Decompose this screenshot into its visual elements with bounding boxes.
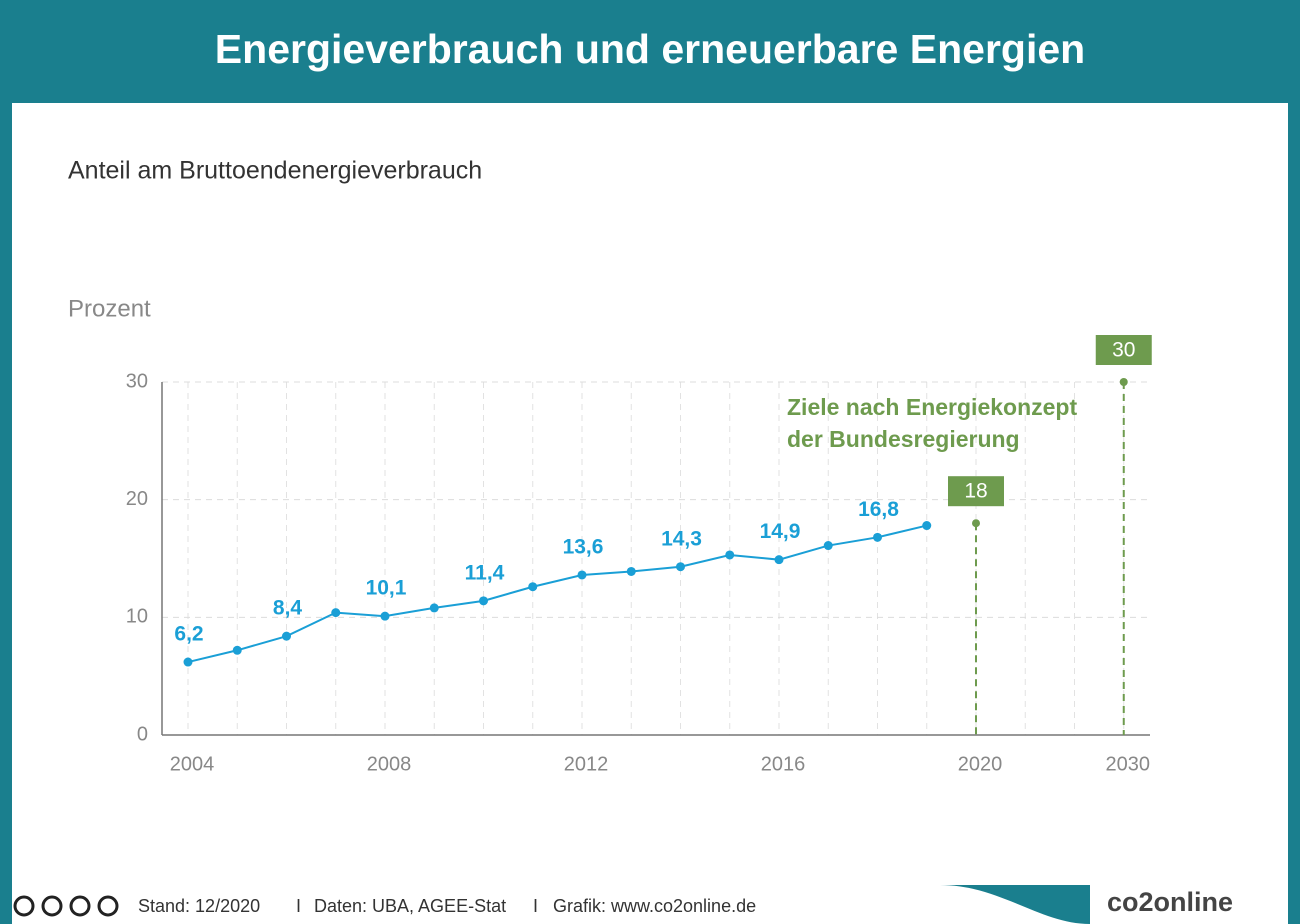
data-point — [725, 550, 735, 560]
target-label: 30 — [1112, 339, 1135, 362]
data-label: 14,9 — [760, 520, 801, 543]
data-point — [626, 566, 636, 576]
y-tick-label: 30 — [126, 370, 148, 392]
target-label: 18 — [964, 480, 987, 503]
logo: co2online — [1107, 887, 1233, 917]
annotation: der Bundesregierung — [787, 426, 1020, 452]
y-axis-label: Prozent — [68, 295, 151, 322]
data-point — [282, 631, 291, 641]
data-point — [528, 582, 538, 592]
target-point — [1119, 378, 1128, 386]
chart-title: Energieverbrauch und erneuerbare Energie… — [215, 26, 1085, 72]
data-label: 8,4 — [273, 597, 303, 620]
data-point — [922, 521, 932, 531]
data-point — [183, 657, 193, 667]
footer-graphic: Grafik: www.co2online.de — [553, 896, 756, 916]
logo-bg — [1090, 885, 1288, 924]
series-line — [187, 524, 927, 664]
footer-separator: I — [533, 896, 538, 916]
data-label: 14,3 — [661, 527, 702, 550]
data-point — [676, 562, 685, 572]
x-tick-label: 2012 — [564, 753, 609, 775]
data-label: 13,6 — [563, 536, 604, 559]
data-label: 16,8 — [858, 498, 899, 521]
data-point — [429, 603, 439, 613]
panel — [12, 103, 1288, 924]
x-tick-label: 2004 — [170, 753, 215, 775]
x-tick-label: 2016 — [761, 753, 806, 775]
data-point — [232, 645, 242, 655]
data-point — [380, 611, 390, 621]
x-tick-label: 2020 — [958, 753, 1003, 775]
annotation: Ziele nach Energiekonzept — [787, 394, 1077, 420]
data-label: 6,2 — [174, 623, 203, 646]
target-label-box — [948, 476, 1004, 507]
target-point — [972, 519, 980, 528]
data-label: 10,1 — [366, 577, 407, 600]
cc-icons — [13, 895, 119, 917]
data-point — [331, 608, 341, 618]
footer-separator: I — [296, 896, 301, 916]
subtitle: Anteil am Bruttoendenergieverbrauch — [68, 157, 482, 185]
y-tick-label: 20 — [126, 488, 148, 510]
x-tick-label: 2030 — [1106, 753, 1151, 775]
x-tick-label: 2008 — [367, 753, 412, 775]
y-tick-label: 0 — [137, 723, 148, 745]
data-label: 11,4 — [465, 561, 505, 584]
target-label-box — [1095, 335, 1152, 365]
data-point — [577, 570, 587, 580]
footer-data: Daten: UBA, AGEE-Stat — [314, 896, 506, 916]
data-point — [873, 532, 882, 542]
y-tick-label: 10 — [126, 606, 148, 628]
data-point — [774, 555, 784, 565]
data-point — [479, 596, 488, 606]
data-point — [823, 541, 833, 551]
footer-stand: Stand: 12/2020 — [138, 896, 260, 916]
